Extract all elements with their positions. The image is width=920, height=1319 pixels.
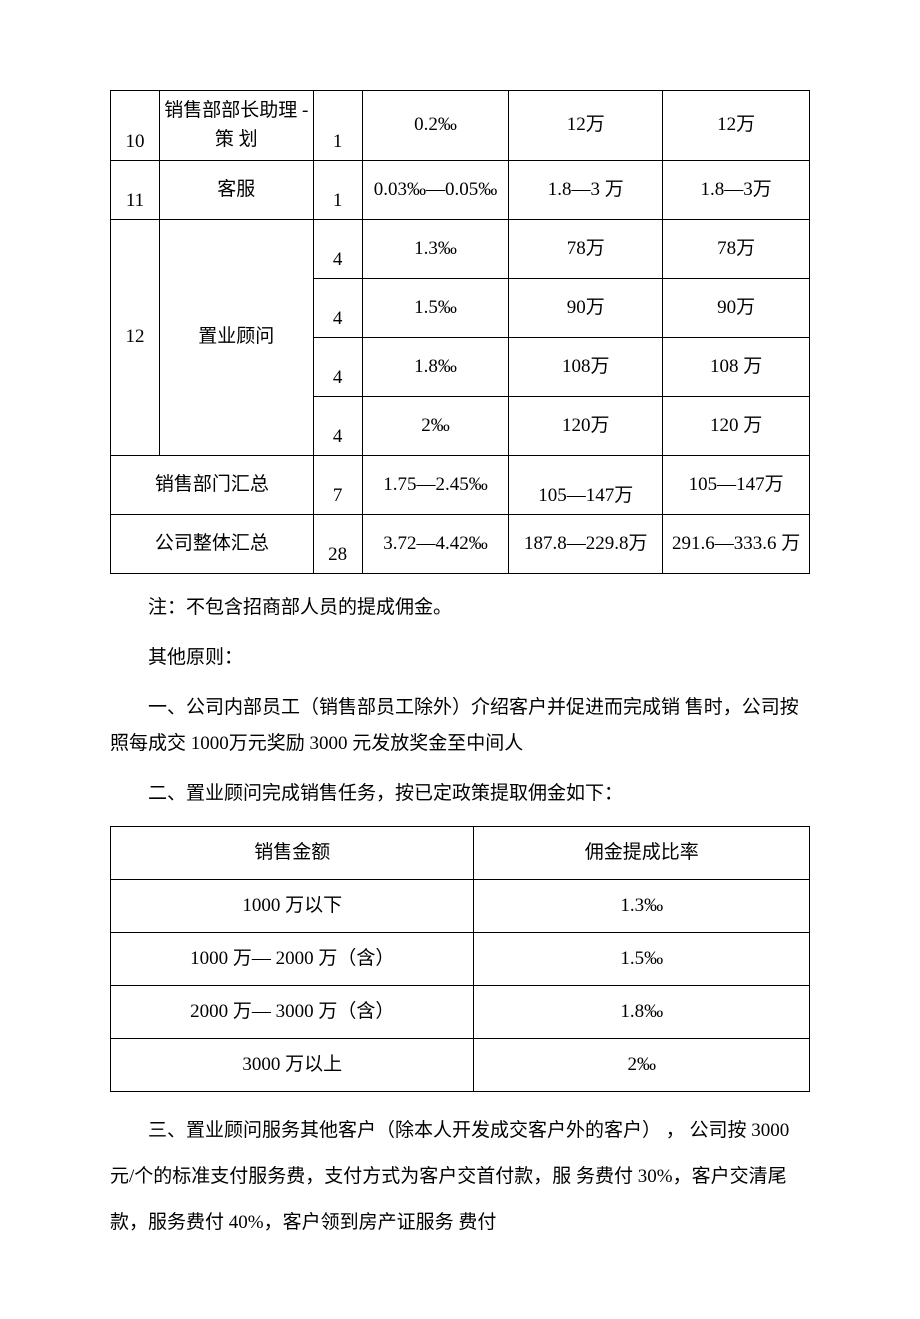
cell-count: 4 bbox=[313, 397, 362, 456]
cell-idx: 10 bbox=[111, 91, 160, 161]
cell-total-label: 销售部门汇总 bbox=[111, 456, 314, 515]
cell-amount2: 1.8—3万 bbox=[663, 161, 810, 220]
cell-role: 销售部部长助理 -策 划 bbox=[159, 91, 313, 161]
cell-amount1: 105—147万 bbox=[509, 456, 663, 515]
cell-percent: 1.3‰ bbox=[362, 220, 509, 279]
cell-count: 7 bbox=[313, 456, 362, 515]
table-row: 12 置业顾问 4 1.3‰ 78万 78万 bbox=[111, 220, 810, 279]
cell-count: 4 bbox=[313, 338, 362, 397]
cell-amount2: 12万 bbox=[663, 91, 810, 161]
table-row: 10 销售部部长助理 -策 划 1 0.2‰ 12万 12万 bbox=[111, 91, 810, 161]
cell-sales-amount: 2000 万— 3000 万（含） bbox=[111, 986, 474, 1039]
table-row-total: 销售部门汇总 7 1.75—2.45‰ 105—147万 105—147万 bbox=[111, 456, 810, 515]
cell-count: 4 bbox=[313, 220, 362, 279]
cell-role: 置业顾问 bbox=[159, 220, 313, 456]
cell-amount1: 90万 bbox=[509, 279, 663, 338]
cell-amount2: 108 万 bbox=[663, 338, 810, 397]
cell-percent: 1.5‰ bbox=[362, 279, 509, 338]
cell-sales-amount: 1000 万— 2000 万（含） bbox=[111, 933, 474, 986]
table-row-total: 公司整体汇总 28 3.72—4.42‰ 187.8—229.8万 291.6—… bbox=[111, 515, 810, 574]
cell-percent: 3.72—4.42‰ bbox=[362, 515, 509, 574]
cell-count: 1 bbox=[313, 91, 362, 161]
cell-amount2: 90万 bbox=[663, 279, 810, 338]
cell-amount1: 187.8—229.8万 bbox=[509, 515, 663, 574]
cell-idx: 11 bbox=[111, 161, 160, 220]
cell-amount1: 108万 bbox=[509, 338, 663, 397]
header-sales-amount: 销售金额 bbox=[111, 827, 474, 880]
cell-sales-amount: 3000 万以上 bbox=[111, 1039, 474, 1092]
table-row: 1000 万以下 1.3‰ bbox=[111, 880, 810, 933]
cell-count: 28 bbox=[313, 515, 362, 574]
paragraph-2: 二、置业顾问完成销售任务，按已定政策提取佣金如下： bbox=[110, 776, 810, 812]
cell-amount2: 78万 bbox=[663, 220, 810, 279]
table-row: 11 客服 1 0.03‰—0.05‰ 1.8—3 万 1.8—3万 bbox=[111, 161, 810, 220]
cell-role: 客服 bbox=[159, 161, 313, 220]
commission-table-body: 10 销售部部长助理 -策 划 1 0.2‰ 12万 12万 11 客服 1 0… bbox=[111, 91, 810, 574]
cell-percent: 1.8‰ bbox=[362, 338, 509, 397]
cell-count: 1 bbox=[313, 161, 362, 220]
note-text: 注：不包含招商部人员的提成佣金。 bbox=[110, 590, 810, 626]
rate-table: 销售金额 佣金提成比率 1000 万以下 1.3‰ 1000 万— 2000 万… bbox=[110, 826, 810, 1092]
paragraph-1: 一、公司内部员工（销售部员工除外）介绍客户并促进而完成销 售时，公司按照每成交 … bbox=[110, 690, 810, 762]
cell-commission-rate: 1.3‰ bbox=[474, 880, 810, 933]
cell-amount1: 12万 bbox=[509, 91, 663, 161]
table-row: 销售金额 佣金提成比率 bbox=[111, 827, 810, 880]
cell-percent: 2‰ bbox=[362, 397, 509, 456]
cell-amount2: 120 万 bbox=[663, 397, 810, 456]
header-commission-rate: 佣金提成比率 bbox=[474, 827, 810, 880]
cell-percent: 0.2‰ bbox=[362, 91, 509, 161]
table-row: 3000 万以上 2‰ bbox=[111, 1039, 810, 1092]
cell-amount1: 120万 bbox=[509, 397, 663, 456]
table-row: 1000 万— 2000 万（含） 1.5‰ bbox=[111, 933, 810, 986]
cell-amount1: 78万 bbox=[509, 220, 663, 279]
cell-amount2: 291.6—333.6 万 bbox=[663, 515, 810, 574]
paragraph-3: 三、置业顾问服务其他客户（除本人开发成交客户外的客户） ， 公司按 3000 元… bbox=[110, 1108, 810, 1245]
cell-percent: 0.03‰—0.05‰ bbox=[362, 161, 509, 220]
cell-total-label: 公司整体汇总 bbox=[111, 515, 314, 574]
cell-commission-rate: 1.5‰ bbox=[474, 933, 810, 986]
table-row: 2000 万— 3000 万（含） 1.8‰ bbox=[111, 986, 810, 1039]
cell-commission-rate: 2‰ bbox=[474, 1039, 810, 1092]
cell-amount2: 105—147万 bbox=[663, 456, 810, 515]
cell-amount1: 1.8—3 万 bbox=[509, 161, 663, 220]
commission-table: 10 销售部部长助理 -策 划 1 0.2‰ 12万 12万 11 客服 1 0… bbox=[110, 90, 810, 574]
cell-percent: 1.75—2.45‰ bbox=[362, 456, 509, 515]
cell-idx: 12 bbox=[111, 220, 160, 456]
cell-sales-amount: 1000 万以下 bbox=[111, 880, 474, 933]
cell-commission-rate: 1.8‰ bbox=[474, 986, 810, 1039]
cell-count: 4 bbox=[313, 279, 362, 338]
other-principles-label: 其他原则： bbox=[110, 640, 810, 676]
